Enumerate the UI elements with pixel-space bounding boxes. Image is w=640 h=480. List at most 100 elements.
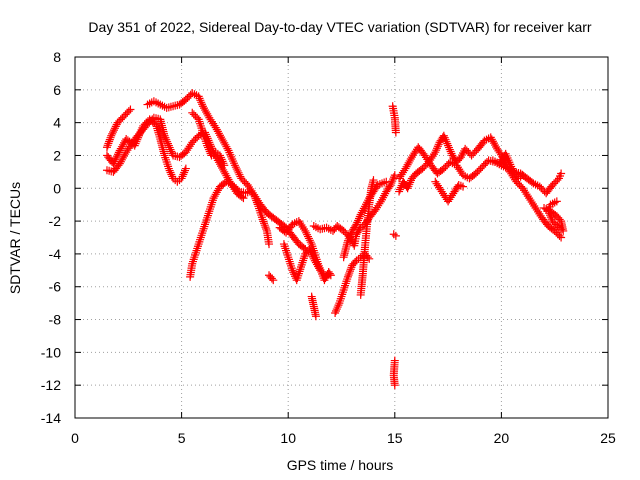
data-point [259,217,268,226]
data-point [441,135,450,144]
data-point [250,190,259,199]
data-point [331,308,340,317]
x-tick-label: 15 [387,430,403,446]
data-point [378,195,387,204]
data-point [347,228,356,237]
data-point [406,178,415,187]
y-tick-label: 8 [53,49,61,65]
data-point [194,92,203,101]
data-point [165,166,174,175]
data-point [547,215,556,224]
y-tick-label: -10 [41,344,61,360]
y-tick-label: -2 [49,213,62,229]
data-point [301,226,310,235]
data-point [262,225,271,234]
data-point [546,213,555,222]
data-point [198,100,207,109]
data-point [354,214,363,223]
data-point [548,217,557,226]
data-point [126,105,135,114]
data-point [230,161,239,170]
data-point [164,164,173,173]
data-point [162,135,171,144]
data-point [376,197,385,206]
data-point [311,312,320,321]
data-point [403,184,412,193]
data-point [105,137,114,146]
data-point [344,270,353,279]
x-tick-label: 5 [178,430,186,446]
data-point [104,139,113,148]
x-tick-label: 0 [71,430,79,446]
data-point [320,271,329,280]
data-point [252,198,261,207]
data-point [445,145,454,154]
data-point [389,173,398,182]
data-point [166,145,175,154]
data-point [395,187,404,196]
data-point [303,232,312,241]
y-tick-label: 2 [53,147,61,163]
data-point [250,192,259,201]
data-point [109,126,118,135]
y-tick-label: -12 [41,377,61,393]
data-point [163,139,172,148]
data-point [113,152,122,161]
data-point [233,166,242,175]
data-point [251,194,260,203]
data-point [351,222,360,231]
data-point [167,170,176,179]
data-point [307,248,316,257]
data-point [203,141,212,150]
data-point [456,153,465,162]
data-point [357,208,366,217]
data-point [391,128,400,137]
data-point [352,220,361,229]
data-point [395,185,404,194]
data-point [164,141,173,150]
chart-title: Day 351 of 2022, Sidereal Day-to-day VTE… [88,19,591,35]
data-point [387,179,396,188]
data-point [457,151,466,160]
data-point [433,144,442,153]
data-point [557,233,566,242]
data-series [102,89,568,390]
data-point [220,161,229,170]
data-point [219,159,228,168]
x-tick-label: 25 [600,430,616,446]
data-point [302,228,311,237]
axis-ticks: 0 5 10 15 20 25 -14 -12 -10 -8 -6 -4 -2 0 2 4 6 8 [41,49,616,446]
data-point [363,253,372,262]
data-point [269,276,278,285]
data-point [197,98,206,107]
data-point [124,107,133,116]
data-point [305,236,314,245]
y-tick-label: 0 [53,180,61,196]
data-point [166,168,175,177]
data-point [345,269,354,278]
data-point [434,140,443,149]
data-point [356,210,365,219]
data-point [112,154,121,163]
data-point [235,170,244,179]
data-point [110,124,119,133]
data-point [333,303,342,312]
data-point [267,274,276,283]
data-point [258,215,267,224]
data-point [306,246,315,255]
y-tick-label: -4 [49,246,62,262]
data-point [433,142,442,151]
data-point [388,177,397,186]
y-tick-label: -6 [49,279,62,295]
data-point [109,128,118,137]
y-tick-label: 4 [53,115,61,131]
data-point [265,240,274,249]
data-point [354,216,363,225]
data-point [447,149,456,158]
data-point [404,182,413,191]
data-point [107,131,116,140]
data-point [167,147,176,156]
data-point [215,151,224,160]
data-point [106,133,115,142]
